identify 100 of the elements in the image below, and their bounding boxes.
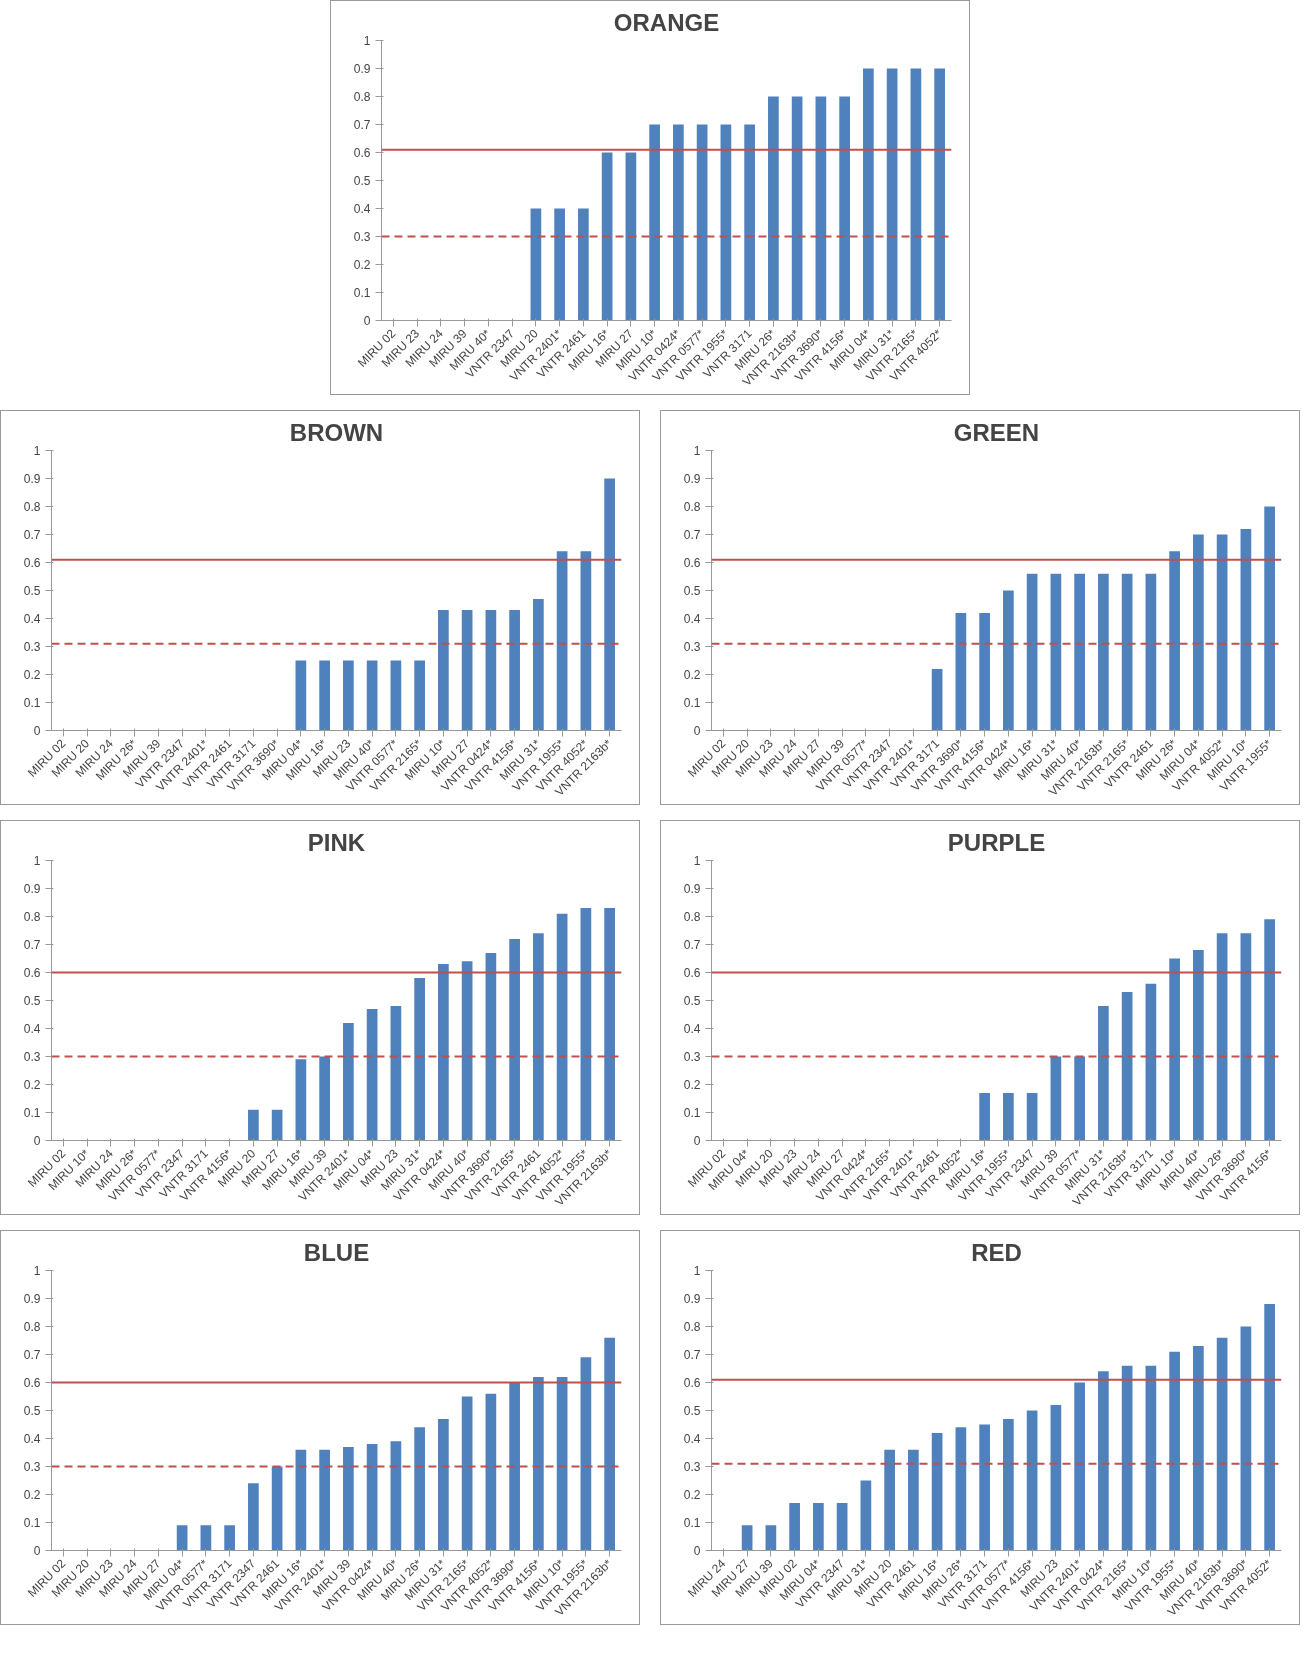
y-tick-label: 0.4 [23,612,41,626]
y-tick-label: 0.5 [23,1404,41,1418]
y-tick-label: 0.7 [23,1348,41,1362]
y-tick-label: 0.1 [23,696,41,710]
bar [461,1396,473,1551]
bar [839,96,850,321]
y-tick-label: 0.8 [683,910,701,924]
bar [366,1008,378,1141]
bar [1098,573,1109,731]
y-tick-label: 0.6 [683,1376,701,1390]
bar [556,913,568,1141]
y-tick-label: 0.6 [23,966,41,980]
bar [625,152,637,321]
bar [886,68,898,321]
bar [1121,1365,1133,1551]
bar [414,660,425,731]
y-tick-label: 0.1 [683,696,701,710]
bar [554,208,565,321]
y-tick-label: 0 [693,1134,701,1148]
y-tick-label: 0.2 [353,258,371,272]
chart-title: PURPLE [947,828,1046,856]
y-tick-label: 0.9 [353,62,371,76]
bar [1121,573,1133,731]
bar [366,1444,378,1551]
bar [390,1441,402,1551]
y-tick-label: 0.4 [683,1022,701,1036]
y-tick-label: 0.9 [683,882,701,896]
y-tick-label: 0.3 [23,1050,41,1064]
bar [744,124,755,321]
y-tick-label: 0.5 [23,994,41,1008]
bar [533,1376,544,1551]
bar [509,1382,520,1551]
y-tick-label: 0.1 [683,1516,701,1530]
y-tick-label: 0.7 [23,938,41,952]
y-tick-label: 0.7 [683,528,701,542]
y-tick-label: 0.4 [683,612,701,626]
y-tick-label: 0.1 [23,1516,41,1530]
y-tick-label: 1 [33,444,41,458]
y-tick-label: 0.3 [353,230,371,244]
bar [815,96,827,321]
y-tick-label: 0.6 [683,556,701,570]
bar [1003,1418,1014,1551]
bar [1074,573,1085,731]
bar [224,1525,235,1551]
y-tick-label: 0.4 [683,1432,701,1446]
bar [604,908,615,1141]
y-tick-label: 0.8 [23,910,41,924]
bar [1145,573,1157,731]
y-tick-label: 1 [693,444,701,458]
bar [836,1502,848,1551]
bar [319,1056,330,1141]
bar [1026,1410,1038,1551]
bar [1003,1092,1014,1141]
bar [271,1466,283,1551]
bar [556,551,568,731]
bar [1264,506,1275,731]
bar [1098,1006,1109,1141]
bar [768,96,779,321]
y-tick-label: 0.9 [23,882,41,896]
bar [791,96,803,321]
bar [931,1432,943,1551]
bar [1193,534,1204,731]
y-tick-label: 0.2 [683,1488,701,1502]
y-tick-label: 0.9 [23,472,41,486]
bar [1074,1382,1085,1551]
bar [979,612,990,731]
y-tick-label: 1 [693,854,701,868]
bar [696,124,708,321]
bar [1264,1304,1275,1551]
bar [720,124,732,321]
bar [1216,933,1228,1141]
bar [485,1393,497,1551]
bar [248,1483,259,1551]
y-tick-label: 0.4 [353,202,371,216]
bar [604,1337,615,1551]
y-tick-label: 0.3 [683,640,701,654]
y-tick-label: 0.5 [23,584,41,598]
y-tick-label: 0.7 [23,528,41,542]
bar [461,961,473,1141]
y-tick-label: 0 [363,314,371,328]
bar [176,1525,188,1551]
bar [1216,1337,1228,1551]
y-tick-label: 0.8 [683,500,701,514]
bar [1169,1351,1180,1551]
y-tick-label: 0 [33,1134,41,1148]
y-tick-label: 0.2 [23,1488,41,1502]
bar [1074,1056,1085,1141]
y-tick-label: 0.8 [683,1320,701,1334]
y-tick-label: 0.3 [23,640,41,654]
y-tick-label: 0.1 [353,286,371,300]
y-tick-label: 0.2 [23,668,41,682]
y-tick-label: 1 [33,1264,41,1278]
bar [414,1427,425,1551]
bar [1098,1371,1109,1551]
y-tick-label: 0.5 [683,994,701,1008]
bar [860,1480,872,1551]
chart-title: GREEN [953,418,1040,446]
y-tick-label: 0.7 [683,1348,701,1362]
bar [580,1357,592,1551]
y-tick-label: 0 [33,1544,41,1558]
